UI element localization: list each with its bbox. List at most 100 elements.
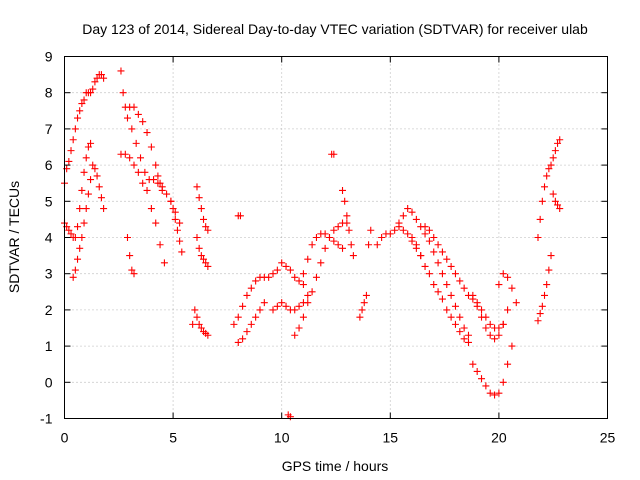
data-point bbox=[67, 230, 75, 238]
series-arc-23 bbox=[339, 186, 357, 260]
data-point bbox=[91, 78, 99, 86]
data-point bbox=[89, 161, 97, 169]
data-point bbox=[451, 320, 459, 328]
data-point bbox=[93, 74, 101, 82]
data-point bbox=[491, 391, 499, 399]
data-point bbox=[123, 234, 131, 241]
data-point bbox=[282, 302, 290, 310]
data-point bbox=[534, 317, 542, 325]
data-point bbox=[334, 241, 342, 249]
data-point bbox=[197, 252, 205, 260]
data-point bbox=[152, 219, 160, 227]
series-arc-31 bbox=[495, 270, 520, 307]
data-point bbox=[421, 223, 429, 231]
data-point bbox=[447, 262, 455, 270]
data-point bbox=[189, 320, 197, 328]
data-point bbox=[549, 190, 557, 198]
data-point bbox=[330, 150, 338, 158]
data-point bbox=[460, 324, 468, 332]
data-point bbox=[80, 219, 88, 227]
data-point bbox=[91, 165, 99, 173]
data-point bbox=[152, 161, 160, 169]
series-arc-9 bbox=[193, 183, 212, 234]
data-point bbox=[137, 154, 145, 162]
series-arc-15 bbox=[234, 299, 268, 346]
data-point bbox=[202, 259, 210, 267]
data-point bbox=[78, 234, 86, 241]
data-point bbox=[286, 413, 294, 421]
data-point bbox=[504, 360, 512, 368]
data-point bbox=[343, 212, 351, 220]
data-point bbox=[373, 241, 381, 249]
series-arc-27 bbox=[408, 237, 472, 346]
data-point bbox=[93, 172, 101, 180]
data-point bbox=[399, 212, 407, 220]
data-point bbox=[123, 114, 131, 122]
data-point bbox=[395, 219, 403, 227]
y-tick-label: 6 bbox=[45, 157, 53, 173]
data-point bbox=[499, 320, 507, 328]
data-point bbox=[362, 291, 370, 299]
data-point bbox=[82, 205, 90, 213]
data-point bbox=[234, 338, 242, 346]
data-point bbox=[78, 186, 86, 194]
data-point bbox=[291, 331, 299, 339]
y-tick-label: 2 bbox=[45, 302, 53, 318]
series-arc-21 bbox=[308, 219, 351, 296]
series-arc-20 bbox=[299, 230, 347, 278]
y-tick-label: 1 bbox=[45, 338, 53, 354]
data-point bbox=[499, 270, 507, 278]
data-point bbox=[434, 288, 442, 296]
data-point bbox=[134, 110, 142, 118]
data-point bbox=[299, 313, 307, 321]
plot-frame bbox=[64, 56, 608, 419]
data-point bbox=[195, 244, 203, 252]
series-arc-7 bbox=[123, 234, 138, 278]
data-point bbox=[317, 259, 325, 267]
data-point bbox=[147, 143, 155, 151]
data-point bbox=[554, 201, 562, 209]
data-point bbox=[367, 226, 375, 234]
data-point bbox=[408, 208, 416, 216]
series-arc-12 bbox=[189, 306, 199, 328]
data-point bbox=[204, 262, 212, 270]
data-point bbox=[486, 331, 494, 339]
data-point bbox=[421, 230, 429, 238]
data-point bbox=[97, 194, 105, 202]
data-point bbox=[469, 360, 477, 368]
series-arc-28 bbox=[421, 223, 507, 332]
y-tick-label: 5 bbox=[45, 193, 53, 209]
data-point bbox=[273, 302, 281, 310]
data-point bbox=[130, 103, 138, 111]
data-point bbox=[156, 241, 164, 249]
data-point bbox=[173, 226, 181, 234]
data-point bbox=[69, 136, 77, 144]
data-point bbox=[193, 234, 201, 241]
data-point bbox=[265, 273, 273, 281]
data-point bbox=[430, 281, 438, 289]
data-point bbox=[239, 302, 247, 310]
data-point bbox=[456, 277, 464, 285]
data-point bbox=[447, 313, 455, 321]
data-point bbox=[541, 291, 549, 299]
data-point bbox=[438, 248, 446, 256]
data-point bbox=[269, 270, 277, 278]
data-point bbox=[378, 234, 386, 241]
x-tick-label: 0 bbox=[61, 430, 69, 446]
data-point bbox=[71, 266, 79, 274]
data-point bbox=[456, 328, 464, 336]
data-point bbox=[200, 255, 208, 263]
data-point bbox=[193, 183, 201, 191]
data-point bbox=[178, 248, 186, 256]
data-point bbox=[334, 223, 342, 231]
x-tick-label: 25 bbox=[600, 430, 616, 446]
data-point bbox=[195, 194, 203, 202]
data-point bbox=[143, 186, 151, 194]
data-point bbox=[356, 313, 364, 321]
data-point bbox=[495, 389, 503, 397]
data-point bbox=[100, 205, 108, 213]
data-point bbox=[339, 244, 347, 252]
data-point bbox=[482, 382, 490, 390]
data-point bbox=[243, 328, 251, 336]
